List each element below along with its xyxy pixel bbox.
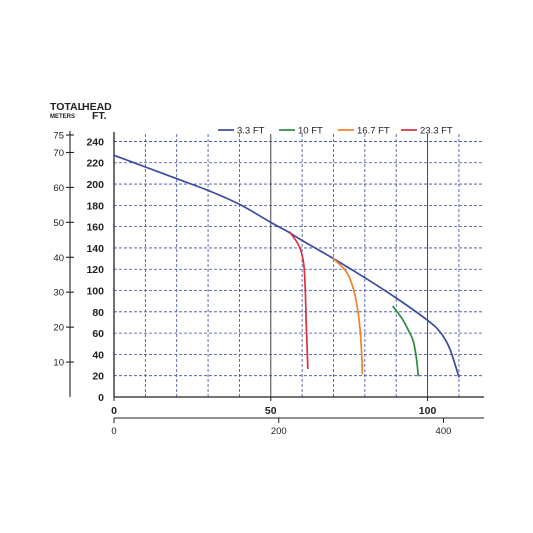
minor-grid	[114, 134, 484, 397]
y-ft-tick-label: 140	[86, 243, 104, 255]
series-line-3-3-ft	[113, 154, 460, 378]
x-top-tick-label: 100	[419, 405, 437, 417]
y-m-tick-label: 70	[53, 148, 64, 159]
y-m-tick-label: 60	[53, 183, 64, 194]
y-ft-tick-label: 200	[86, 179, 104, 191]
y-ft-tick-label: 160	[86, 222, 104, 234]
x-top-tick-label: 50	[265, 405, 277, 417]
x-top-tick-label: 0	[111, 405, 117, 417]
legend-label: 16.7 FT	[357, 126, 390, 137]
y-m-tick-label: 50	[53, 218, 64, 229]
y-ft-tick-label: 220	[86, 158, 104, 170]
y-m-tick-label: 10	[53, 358, 64, 369]
axes	[66, 131, 484, 423]
x-bottom-tick-label: 200	[271, 426, 287, 437]
y-axis-title-left: TOTAL	[50, 101, 85, 113]
y-m-tick-label: 75	[53, 131, 64, 142]
axis-labels: TOTAL HEAD METERS FT. 020406080100120140…	[50, 101, 451, 437]
legend: 3.3 FT 10 FT 16.7 FT 23.3 FT	[218, 126, 453, 137]
y-ft-tick-label: 60	[92, 328, 104, 340]
y-ft-tick-label: 80	[92, 307, 104, 319]
legend-label: 10 FT	[298, 126, 323, 137]
y-m-tick-label: 30	[53, 288, 64, 299]
y-ft-tick-label: 180	[86, 200, 104, 212]
series-line-16-7-ft	[332, 257, 364, 375]
series-line-10-ft	[392, 305, 420, 377]
y-ft-tick-label: 40	[92, 349, 104, 361]
legend-label: 3.3 FT	[237, 126, 265, 137]
y-axis-title-right: HEAD	[82, 101, 112, 113]
series-lines	[113, 154, 460, 378]
x-bottom-tick-label: 400	[436, 426, 452, 437]
x-bottom-tick-label: 0	[111, 426, 116, 437]
y-ft-tick-label: 0	[98, 392, 104, 404]
major-grid	[270, 134, 429, 397]
y-ft-tick-label: 100	[86, 286, 104, 298]
y-ft-tick-label: 120	[86, 264, 104, 276]
y-ft-tick-label: 240	[86, 136, 104, 148]
y-axis-unit-feet: FT.	[92, 110, 107, 122]
y-ft-tick-label: 20	[92, 371, 104, 383]
legend-label: 23.3 FT	[420, 126, 453, 137]
y-axis-unit-meters: METERS	[50, 114, 75, 120]
series-line-23-3-ft	[288, 231, 309, 370]
y-m-tick-label: 40	[53, 253, 64, 264]
y-m-tick-label: 20	[53, 323, 64, 334]
